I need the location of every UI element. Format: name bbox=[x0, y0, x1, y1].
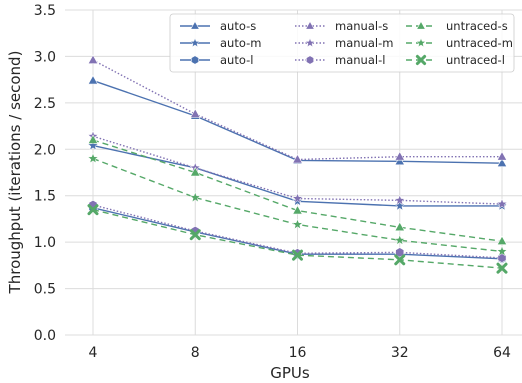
series-line bbox=[92, 208, 503, 269]
legend-entry: manual-m bbox=[295, 36, 393, 50]
y-tick-labels: 0.0 0.5 1.0 1.5 2.0 2.5 3.0 3.5 bbox=[34, 3, 56, 344]
data-point bbox=[87, 74, 99, 85]
legend-marker bbox=[305, 20, 315, 30]
y-tick-label: 1.5 bbox=[34, 189, 56, 205]
data-point bbox=[189, 191, 201, 203]
data-point bbox=[292, 249, 303, 261]
series-line bbox=[92, 59, 502, 161]
legend-label: untraced-m bbox=[446, 36, 513, 50]
data-point bbox=[394, 155, 406, 166]
legend-box bbox=[169, 13, 515, 73]
data-point bbox=[394, 199, 406, 211]
legend-label: auto-m bbox=[220, 36, 261, 50]
legend-marker bbox=[305, 55, 315, 65]
data-point bbox=[291, 218, 304, 230]
data-point bbox=[291, 192, 304, 204]
legend-label: manual-l bbox=[335, 53, 385, 67]
legend-label: auto-l bbox=[220, 53, 253, 67]
legend-entry: auto-s bbox=[180, 19, 256, 33]
data-point bbox=[394, 221, 406, 232]
data-point bbox=[292, 204, 303, 215]
series-untraced-m bbox=[87, 152, 508, 257]
y-axis-label: Throughput (iterations / second) bbox=[6, 51, 24, 295]
legend: auto-s auto-m auto-l manual-s manual-m manual… bbox=[169, 13, 515, 73]
series-lines bbox=[87, 54, 508, 274]
data-point bbox=[496, 245, 508, 257]
x-tick-labels: 4 8 16 32 64 bbox=[89, 345, 511, 361]
data-point bbox=[496, 151, 508, 161]
data-point bbox=[496, 157, 508, 168]
y-tick-label: 2.5 bbox=[34, 96, 56, 112]
legend-marker bbox=[415, 37, 427, 48]
data-point bbox=[394, 151, 406, 161]
x-tick-label: 64 bbox=[493, 345, 511, 361]
legend-label: manual-s bbox=[335, 19, 388, 33]
data-point bbox=[394, 194, 406, 206]
data-point bbox=[87, 139, 99, 151]
y-tick-label: 1.0 bbox=[34, 235, 56, 251]
legend-label: auto-s bbox=[220, 19, 256, 33]
legend-label: manual-m bbox=[335, 36, 393, 50]
y-tick-label: 0.5 bbox=[34, 282, 56, 298]
legend-entry: manual-s bbox=[295, 19, 388, 33]
data-point bbox=[87, 152, 99, 164]
legend-label: untraced-s bbox=[446, 19, 508, 33]
x-axis-label: GPUs bbox=[270, 364, 310, 382]
data-point bbox=[395, 247, 405, 258]
data-point bbox=[496, 198, 508, 209]
data-point bbox=[87, 204, 99, 216]
data-point bbox=[496, 235, 508, 246]
y-tick-label: 2.0 bbox=[34, 142, 56, 158]
legend-entry: auto-m bbox=[180, 36, 261, 50]
legend-marker bbox=[191, 55, 199, 65]
y-tick-label: 0.0 bbox=[34, 328, 56, 344]
data-point bbox=[394, 254, 406, 266]
legend-marker bbox=[190, 20, 200, 30]
series-untraced-l bbox=[87, 204, 508, 274]
series-line bbox=[92, 139, 503, 242]
data-point bbox=[189, 229, 201, 241]
x-tick-label: 16 bbox=[289, 345, 307, 361]
legend-marker bbox=[416, 20, 426, 30]
x-tick-label: 8 bbox=[191, 345, 200, 361]
legend-entry: untraced-l bbox=[406, 53, 505, 67]
legend-marker bbox=[304, 37, 316, 48]
legend-entry: auto-l bbox=[180, 53, 253, 67]
data-point bbox=[87, 54, 99, 64]
data-point bbox=[394, 234, 406, 246]
legend-entry: untraced-s bbox=[406, 19, 508, 33]
y-tick-label: 3.0 bbox=[34, 49, 56, 65]
data-point bbox=[189, 108, 201, 118]
data-point bbox=[87, 134, 99, 144]
data-point bbox=[292, 153, 303, 164]
data-point bbox=[189, 166, 201, 177]
legend-entry: manual-l bbox=[295, 53, 385, 67]
data-point bbox=[496, 262, 508, 274]
series-manual-s bbox=[87, 54, 508, 164]
legend-label: untraced-l bbox=[446, 53, 505, 67]
data-point bbox=[497, 252, 507, 264]
x-tick-label: 32 bbox=[391, 345, 409, 361]
series-untraced-s bbox=[87, 134, 508, 246]
legend-marker bbox=[415, 54, 427, 66]
x-tick-label: 4 bbox=[89, 345, 98, 361]
legend-entry: untraced-m bbox=[406, 36, 513, 50]
y-tick-label: 3.5 bbox=[34, 3, 56, 19]
legend-marker bbox=[189, 37, 201, 48]
